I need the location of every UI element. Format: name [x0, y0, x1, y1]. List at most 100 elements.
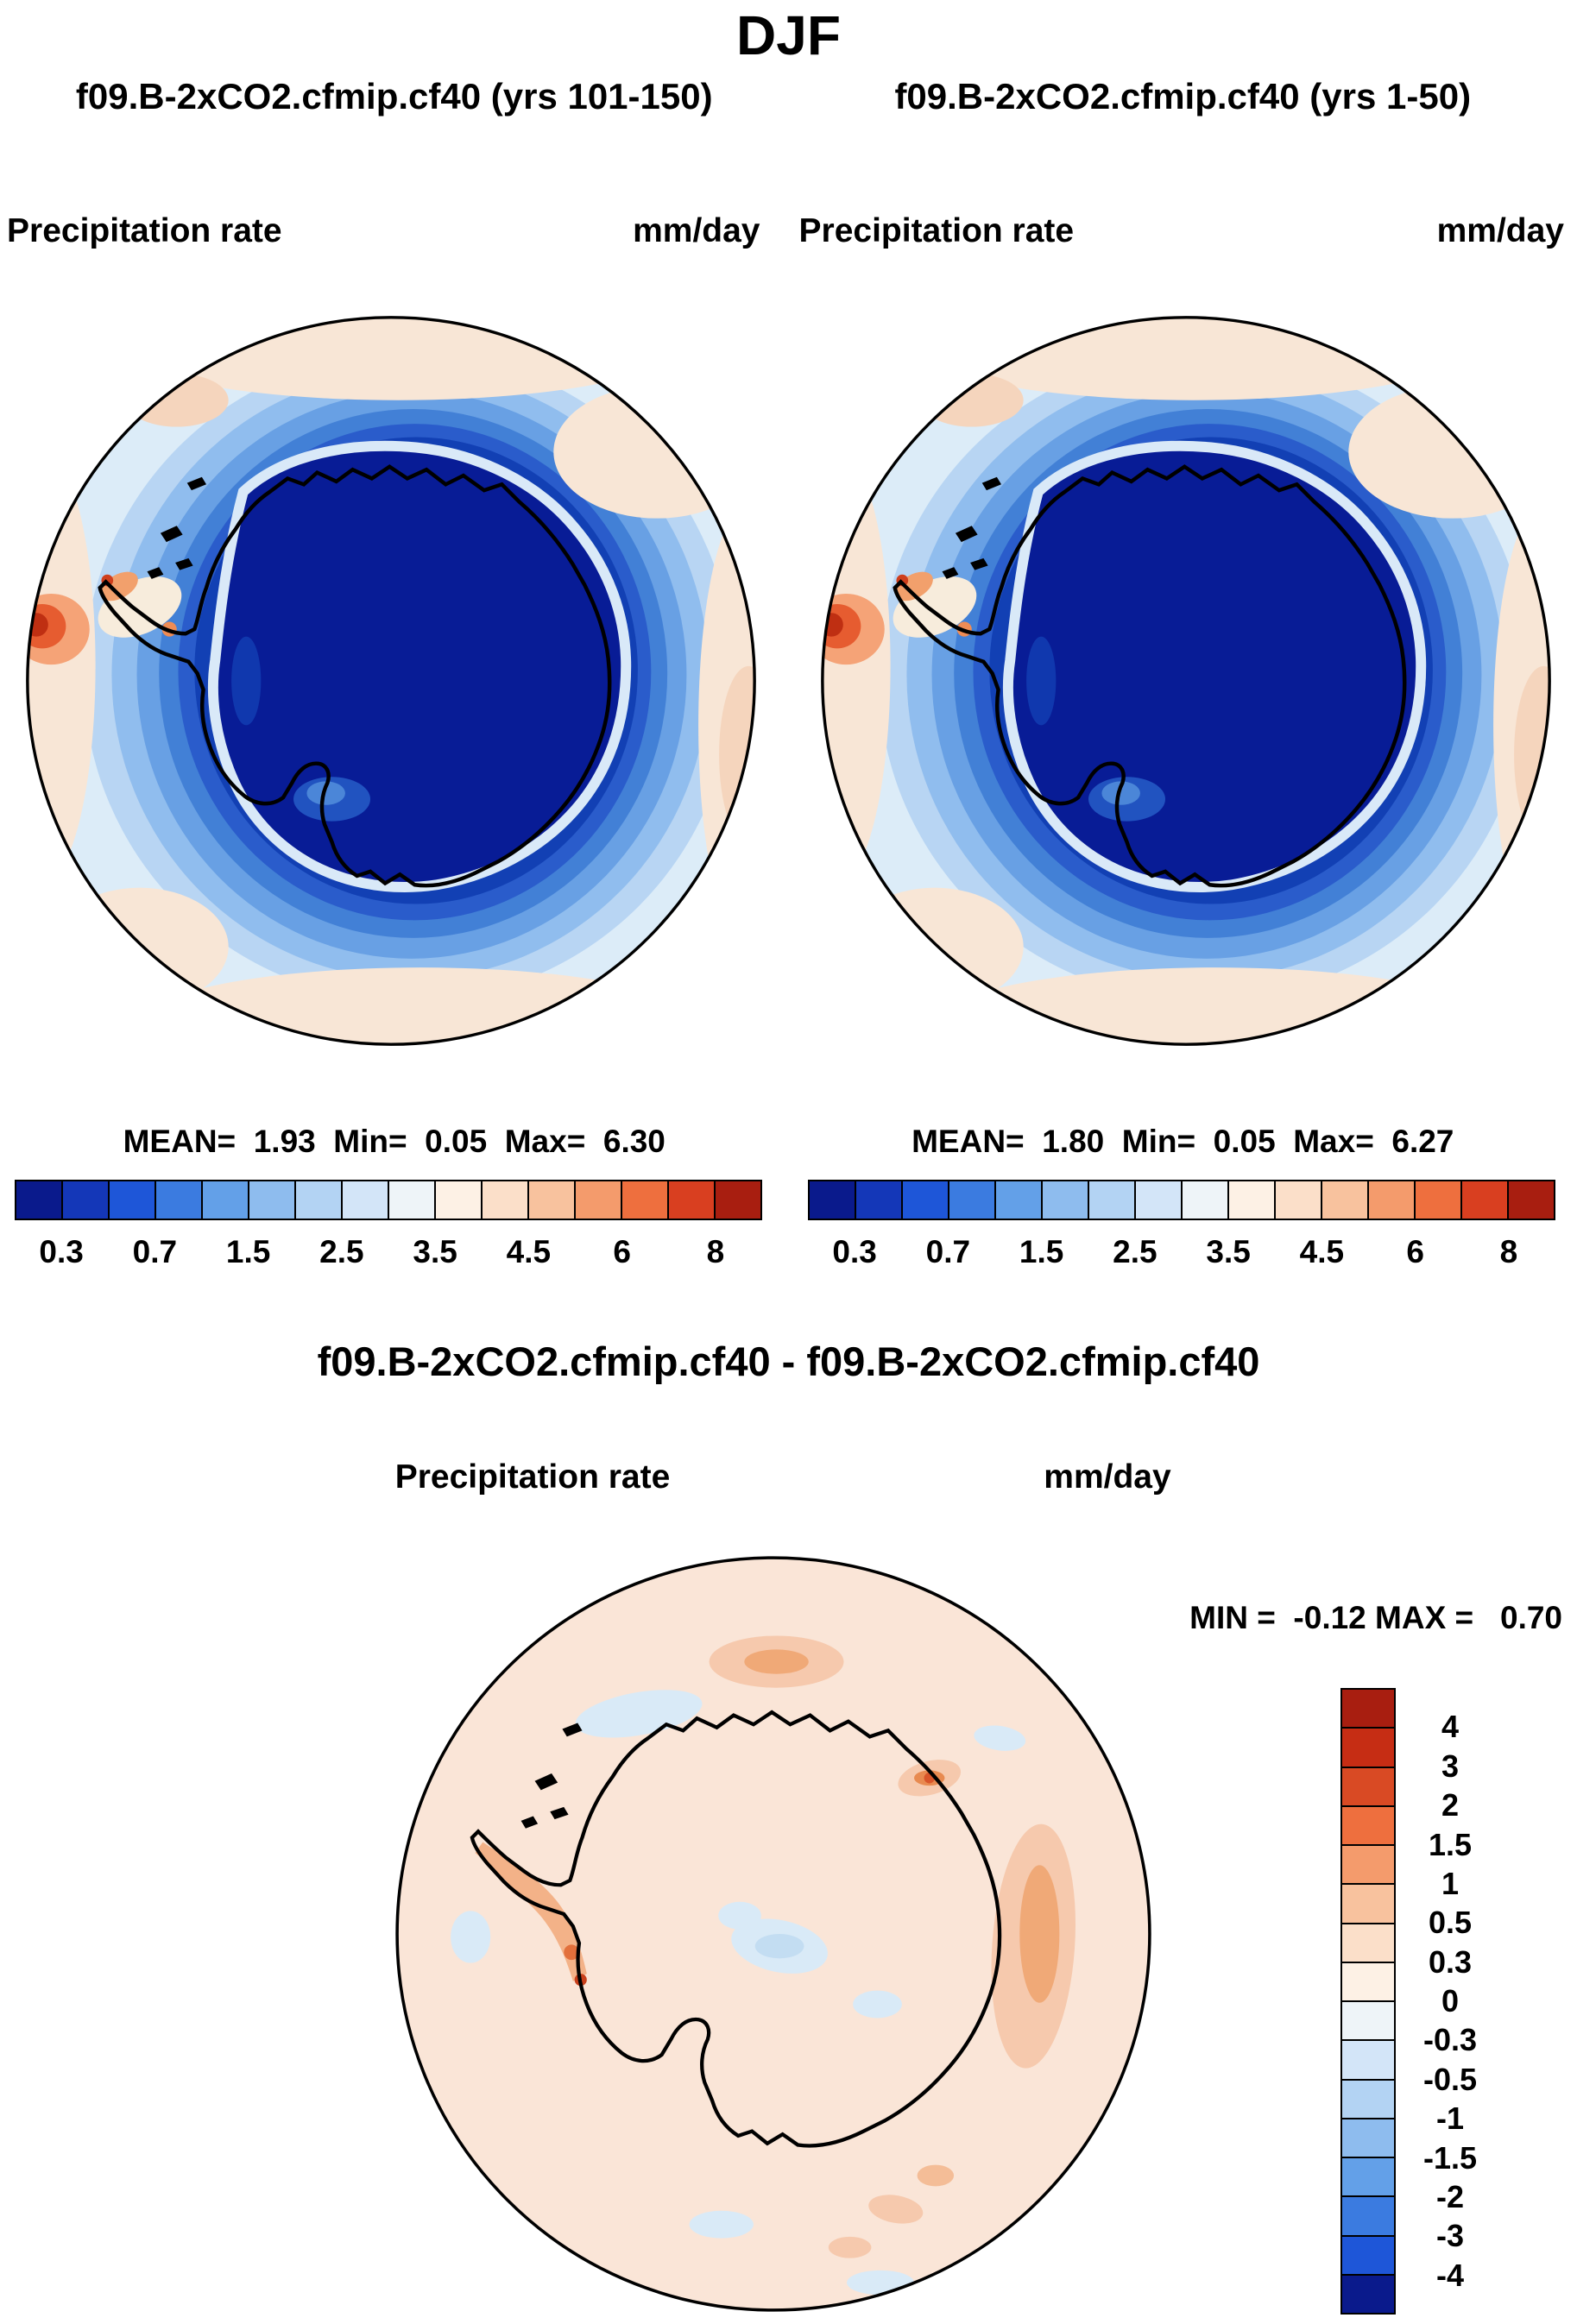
colorbar-cell [1367, 1181, 1414, 1219]
right-precip-map [817, 312, 1555, 1050]
left-panel-subtitle: f09.B-2xCO2.cfmip.cf40 (yrs 101-150) [75, 76, 713, 117]
colorbar-cell [948, 1181, 994, 1219]
colorbar-cell [1342, 1766, 1394, 1805]
colorbar-cell [341, 1181, 388, 1219]
colorbar-tick-label: -3 [1435, 2218, 1464, 2254]
colorbar-cell [1342, 2195, 1394, 2235]
colorbar-cell [1321, 1181, 1367, 1219]
colorbar-cell [1507, 1181, 1554, 1219]
colorbar-tick-label: 0.5 [1428, 1905, 1473, 1941]
colorbar-cell [574, 1181, 621, 1219]
left-colorbar [15, 1180, 762, 1220]
diff-colorbar [1340, 1688, 1396, 2315]
colorbar-cell [1414, 1181, 1460, 1219]
colorbar-cell [855, 1181, 901, 1219]
colorbar-cell [1342, 2039, 1394, 2079]
colorbar-cell [667, 1181, 714, 1219]
colorbar-cell [1181, 1181, 1227, 1219]
colorbar-tick-label: 1 [1441, 1865, 1460, 1901]
colorbar-tick-label: 6 [1406, 1234, 1424, 1269]
colorbar-cell [481, 1181, 527, 1219]
colorbar-tick-label: -0.3 [1422, 2022, 1478, 2058]
colorbar-cell [16, 1181, 61, 1219]
colorbar-tick-label: -0.5 [1422, 2061, 1478, 2097]
colorbar-cell [527, 1181, 574, 1219]
colorbar-cell [61, 1181, 108, 1219]
colorbar-tick-label: 6 [613, 1234, 631, 1269]
colorbar-tick-label: 1.5 [225, 1234, 271, 1269]
colorbar-tick-label: 2.5 [319, 1234, 364, 1269]
colorbar-tick-label: 8 [706, 1234, 725, 1269]
colorbar-tick-label: 0.3 [1428, 1943, 1473, 1980]
colorbar-cell [248, 1181, 294, 1219]
colorbar-cell [1274, 1181, 1321, 1219]
colorbar-cell [201, 1181, 248, 1219]
diff-variable-label: Precipitation rate [394, 1458, 671, 1496]
colorbar-cell [1342, 2117, 1394, 2157]
diff-map [391, 1552, 1156, 2316]
colorbar-tick-label: 3.5 [1206, 1234, 1251, 1269]
colorbar-tick-label: 1.5 [1019, 1234, 1064, 1269]
colorbar-cell [1088, 1181, 1134, 1219]
colorbar-tick-label: 0.3 [39, 1234, 84, 1269]
colorbar-tick-label: 0 [1441, 1983, 1460, 2019]
figure-title: DJF [736, 4, 841, 66]
colorbar-cell [810, 1181, 855, 1219]
diff-units-label: mm/day [1044, 1458, 1171, 1496]
colorbar-cell [1227, 1181, 1274, 1219]
colorbar-cell [155, 1181, 201, 1219]
colorbar-tick-label: 2 [1441, 1787, 1460, 1823]
right-units-label: mm/day [1436, 212, 1564, 249]
colorbar-tick-label: -4 [1435, 2257, 1464, 2293]
colorbar-tick-label: 0.3 [832, 1234, 877, 1269]
right-panel-subtitle: f09.B-2xCO2.cfmip.cf40 (yrs 1-50) [894, 76, 1472, 117]
colorbar-cell [714, 1181, 760, 1219]
colorbar-cell [1342, 2157, 1394, 2196]
left-stats-line: MEAN= 1.93 Min= 0.05 Max= 6.30 [123, 1124, 665, 1159]
colorbar-cell [1342, 2234, 1394, 2274]
colorbar-cell [294, 1181, 341, 1219]
colorbar-tick-label: 4 [1441, 1709, 1460, 1745]
left-colorbar-ticks: 0.3 0.7 1.5 2.5 3.5 4.5 6 8 [15, 1234, 762, 1274]
colorbar-tick-label: 0.7 [132, 1234, 178, 1269]
colorbar-cell [621, 1181, 667, 1219]
colorbar-tick-label: 8 [1499, 1234, 1518, 1269]
colorbar-cell [1342, 2000, 1394, 2040]
right-stats-line: MEAN= 1.80 Min= 0.05 Max= 6.27 [912, 1124, 1454, 1159]
colorbar-cell [1342, 2078, 1394, 2118]
colorbar-cell [1342, 1883, 1394, 1923]
colorbar-tick-label: 3 [1441, 1748, 1460, 1784]
colorbar-cell [1342, 2273, 1394, 2313]
colorbar-cell [1460, 1181, 1507, 1219]
colorbar-tick-label: 1.5 [1428, 1826, 1473, 1862]
colorbar-cell [1342, 1844, 1394, 1884]
colorbar-cell [1342, 1922, 1394, 1962]
left-units-label: mm/day [633, 212, 760, 249]
diff-colorbar-ticks: 4 3 2 1.5 1 0.5 0.3 0 -0.3 -0.5 -1 -1.5 -2 -3 -4 [1409, 1688, 1492, 2315]
left-precip-map [22, 312, 760, 1050]
colorbar-cell [1342, 1804, 1394, 1844]
colorbar-cell [108, 1181, 155, 1219]
colorbar-cell [901, 1181, 948, 1219]
right-variable-label: Precipitation rate [798, 212, 1075, 249]
colorbar-tick-label: -1 [1435, 2100, 1464, 2137]
colorbar-tick-label: -1.5 [1422, 2139, 1478, 2176]
colorbar-cell [388, 1181, 434, 1219]
diff-minmax-line: MIN = -0.12 MAX = 0.70 [1189, 1600, 1562, 1635]
colorbar-tick-label: 4.5 [506, 1234, 552, 1269]
colorbar-tick-label: 4.5 [1299, 1234, 1345, 1269]
colorbar-cell [1342, 1961, 1394, 2000]
colorbar-tick-label: -2 [1435, 2178, 1464, 2214]
left-variable-label: Precipitation rate [7, 212, 282, 249]
colorbar-cell [1134, 1181, 1181, 1219]
colorbar-cell [1342, 1727, 1394, 1767]
colorbar-cell [994, 1181, 1041, 1219]
colorbar-tick-label: 3.5 [413, 1234, 457, 1269]
colorbar-cell [434, 1181, 481, 1219]
diff-panel-title: f09.B-2xCO2.cfmip.cf40 - f09.B-2xCO2.cfm… [317, 1338, 1260, 1384]
colorbar-tick-label: 0.7 [925, 1234, 971, 1269]
right-colorbar [808, 1180, 1555, 1220]
colorbar-cell [1342, 1690, 1394, 1728]
colorbar-tick-label: 2.5 [1113, 1234, 1158, 1269]
